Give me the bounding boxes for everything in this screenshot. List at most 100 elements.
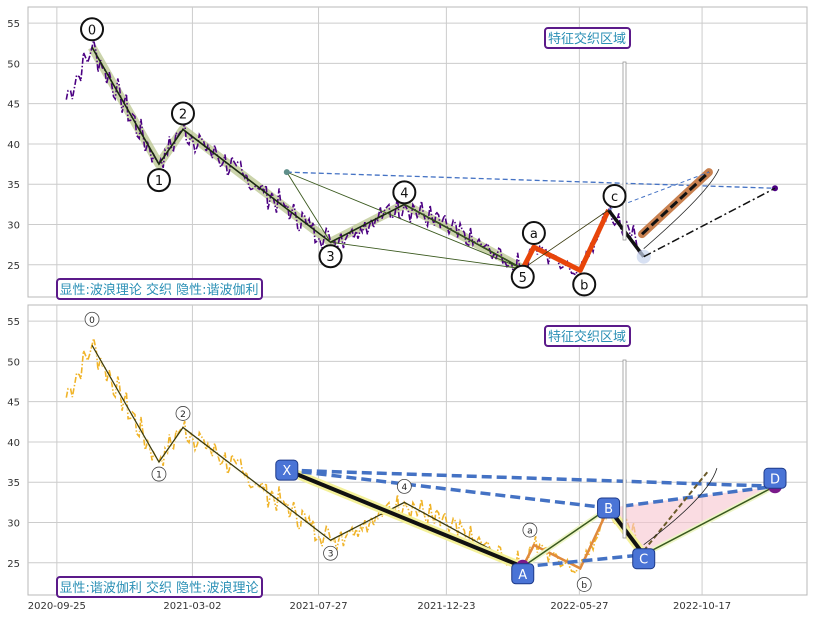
- wave-label-circle: [521, 221, 546, 246]
- xabcd-label-text: D: [770, 472, 780, 487]
- harmonic-leg-thin: [522, 507, 609, 568]
- x-tick-label: 2021-03-02: [163, 601, 221, 612]
- wave-label-text: 2: [179, 107, 187, 122]
- xabcd-label-box: [763, 467, 787, 489]
- x-tick-label: 2020-09-25: [28, 601, 86, 612]
- y-tick-label: 40: [7, 438, 20, 449]
- wave-label-text: 3: [328, 550, 334, 560]
- x-point-dot: [283, 169, 290, 176]
- wave-label-text: 4: [401, 483, 407, 493]
- x-ticks: 2020-09-25 2021-03-02 2021-07-27 2021-12-23…: [28, 601, 731, 612]
- y-tick-label: 55: [7, 317, 20, 328]
- y-tick-label: 45: [7, 398, 20, 409]
- xabcd-label-box: [597, 497, 621, 519]
- x-tick-label: 2021-07-27: [289, 601, 347, 612]
- wave-label-circle: [576, 577, 592, 592]
- y-tick-label: 25: [7, 559, 20, 570]
- xabcd-label-text: C: [639, 553, 648, 568]
- wave-label-text: 2: [180, 410, 186, 420]
- arc-curve: [643, 168, 720, 250]
- top-dominant-text: 显性:波浪理论 交织 隐性:谐波伽利: [59, 282, 258, 298]
- wave-label-circle: [170, 101, 195, 126]
- abc-orange-line: [520, 208, 611, 273]
- wave-label-text: a: [530, 227, 538, 242]
- wave-label-circle: [84, 311, 100, 327]
- wave-label-text: 5: [519, 271, 527, 286]
- bottom-annotation-feature-zone: 特征交织区域: [544, 325, 631, 347]
- wave-label-text: 4: [400, 186, 408, 201]
- harmonic-dashed: [608, 484, 776, 510]
- x-tick-label: 2021-12-23: [417, 601, 475, 612]
- channel-line: [330, 241, 523, 270]
- harmonic-dashed: [286, 468, 776, 488]
- projection-black-dashed: [640, 171, 710, 236]
- top-panel-frame: [27, 6, 808, 298]
- top-annotation-dominant: 显性:波浪理论 交织 隐性:谐波伽利: [56, 278, 263, 300]
- wave-label-circle: [392, 180, 417, 205]
- bottom-annotation-dominant: 显性:谐波伽利 交织 隐性:波浪理论: [56, 576, 263, 598]
- harmonic-leg-thin: [643, 485, 776, 556]
- top-y-ticks: 25 30 35 40 45 50 55: [7, 19, 20, 272]
- wave-label-text: b: [581, 581, 587, 591]
- vertical-marker: [622, 359, 627, 539]
- wave-label-circle: [510, 264, 535, 289]
- arc-curve: [643, 468, 718, 546]
- wave-label-circle: [522, 522, 538, 538]
- harmonic-leg: [286, 468, 524, 569]
- wave-label-text: c: [611, 190, 618, 205]
- top-annotation-feature-zone: 特征交织区域: [544, 27, 631, 49]
- wave-outline: [91, 344, 524, 568]
- wave-label-circle: [572, 272, 597, 297]
- wave-label-circle: [146, 168, 171, 193]
- xabcd-label-box: [275, 459, 299, 481]
- channel-line: [286, 171, 331, 243]
- bottom-feature-zone-text: 特征交织区域: [548, 329, 626, 345]
- projection-dashdot: [643, 187, 776, 258]
- wave-label-text: 3: [326, 250, 334, 265]
- bottom-panel-frame: [27, 304, 808, 596]
- wave-label-circle: [175, 406, 191, 421]
- y-tick-label: 35: [7, 478, 20, 489]
- blue-dashed-line: [286, 171, 776, 189]
- x-tick-label: 2022-10-17: [673, 601, 731, 612]
- y-tick-label: 50: [7, 59, 20, 70]
- y-tick-label: 30: [7, 519, 20, 530]
- wave-label-circle: [602, 184, 627, 208]
- y-tick-label: 25: [7, 261, 20, 272]
- harmonic-dashed: [522, 552, 644, 569]
- wave-label-circle: [318, 244, 343, 269]
- x-tick-label: 2022-05-27: [550, 601, 608, 612]
- harmonic-fill: [608, 486, 775, 555]
- vertical-marker: [622, 61, 627, 241]
- top-feature-zone-text: 特征交织区域: [548, 31, 626, 47]
- wave-outline-light: [91, 347, 523, 570]
- wave-label-text: b: [580, 278, 588, 293]
- channel-line: [286, 171, 523, 270]
- top-chart-marks: [65, 40, 778, 277]
- abc-orange-line: [521, 507, 610, 571]
- top-wave-labels: 0 1 2 3 4 5 a b c: [80, 17, 627, 297]
- xabcd-label-text: X: [282, 464, 291, 479]
- y-tick-label: 55: [7, 19, 20, 30]
- wave-label-text: 0: [89, 316, 95, 326]
- channel-line: [404, 203, 523, 270]
- bottom-labels: 0 1 2 3 4 a b X A B C D: [84, 311, 787, 592]
- y-tick-label: 45: [7, 100, 20, 111]
- y-tick-label: 35: [7, 180, 20, 191]
- xabcd-label-text: B: [604, 502, 613, 517]
- bottom-panel: 25 30 35 40 45 50 55 0 1 2 3 4 a b X A B C D 特征交织区域 显性:谐波…: [7, 304, 808, 612]
- xabcd-label-box: [632, 548, 656, 570]
- xabcd-label-text: A: [518, 568, 527, 583]
- bottom-chart-marks: [65, 338, 782, 575]
- xabcd-label-box: [511, 563, 535, 585]
- wave-label-circle: [396, 478, 412, 494]
- wave-label-text: 1: [155, 174, 163, 189]
- wave-label-circle: [151, 466, 167, 482]
- wave-label-text: 1: [156, 471, 162, 481]
- y-tick-label: 50: [7, 357, 20, 368]
- wave-label-circle: [80, 17, 105, 42]
- wave-label-text: a: [527, 527, 533, 537]
- y-tick-label: 40: [7, 140, 20, 151]
